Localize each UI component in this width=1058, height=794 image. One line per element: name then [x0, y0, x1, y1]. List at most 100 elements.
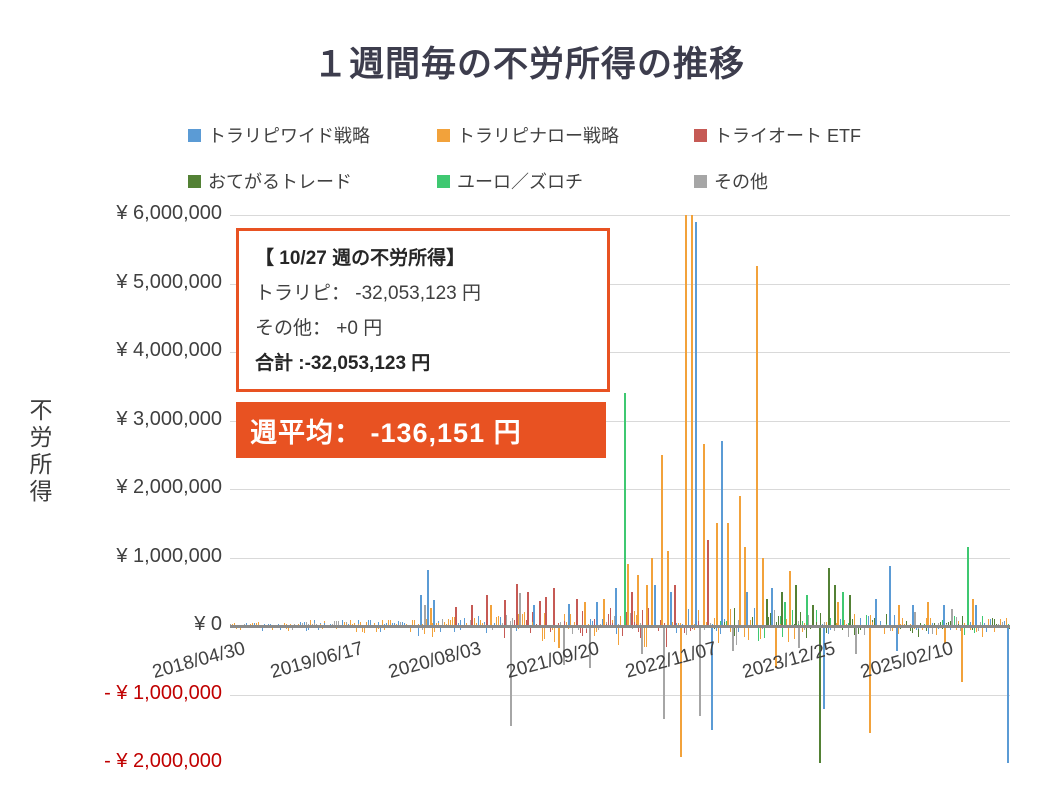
chart-bar	[645, 627, 647, 648]
chart-bar	[593, 627, 595, 636]
chart-bar	[299, 621, 301, 626]
chart-bar	[411, 620, 413, 626]
chart-bar	[239, 627, 241, 630]
chart-bar	[230, 623, 231, 626]
chart-bar	[255, 622, 257, 626]
chart-bar	[855, 627, 858, 655]
chart-bar	[367, 619, 369, 626]
chart-bar	[424, 605, 426, 626]
chart-bar	[705, 622, 707, 626]
chart-bar	[621, 627, 623, 636]
chart-bar	[971, 598, 974, 626]
chart-bar	[459, 627, 461, 630]
chart-bar	[681, 623, 683, 626]
chart-bar	[257, 621, 259, 626]
chart-bar	[995, 623, 997, 626]
chart-bar	[609, 607, 611, 626]
chart-bar	[669, 591, 672, 626]
chart-bar	[531, 622, 533, 626]
chart-bar	[323, 623, 325, 626]
legend-label: おてがるトレード	[208, 172, 352, 192]
chart-bar	[791, 609, 793, 626]
chart-bar	[769, 612, 771, 626]
chart-bar	[735, 627, 737, 645]
chart-bar	[835, 622, 837, 626]
y-tick-label: - ¥ 1,000,000	[104, 681, 222, 704]
chart-bar	[873, 617, 875, 626]
chart-bar	[685, 215, 688, 626]
chart-bar	[963, 623, 965, 626]
chart-bar	[263, 623, 265, 626]
chart-bar	[437, 622, 439, 626]
chart-bar	[957, 623, 959, 626]
chart-bar	[420, 595, 423, 626]
chart-bar	[723, 622, 725, 626]
chart-bar	[563, 613, 565, 626]
chart-bar	[544, 597, 547, 626]
chart-bar	[784, 602, 787, 626]
chart-title: １週間毎の不労所得の推移	[312, 45, 745, 84]
chart-bar	[615, 587, 618, 626]
chart-bar	[381, 620, 383, 626]
chart-bar	[503, 627, 505, 631]
chart-bar	[639, 627, 641, 639]
chart-bar	[477, 615, 479, 626]
plot-area	[230, 215, 1010, 763]
chart-bar	[673, 584, 676, 626]
chart-bar	[857, 627, 859, 634]
chart-bar	[309, 620, 311, 626]
chart-bar	[403, 623, 405, 626]
chart-bar	[737, 620, 739, 626]
chart-bar	[490, 605, 493, 626]
chart-bar	[333, 621, 335, 626]
chart-bar	[425, 618, 427, 626]
chart-bar	[690, 215, 693, 626]
chart-bar	[654, 584, 657, 626]
chart-bar	[749, 619, 751, 626]
chart-bar	[526, 591, 529, 626]
chart-bar	[643, 627, 645, 647]
chart-bar	[865, 615, 867, 626]
chart-bar	[269, 623, 271, 626]
chart-bar	[305, 622, 307, 626]
chart-bar	[521, 621, 523, 626]
chart-bar	[715, 627, 717, 632]
chart-bar	[697, 620, 699, 626]
legend-swatch-icon	[694, 128, 707, 142]
chart-bar	[549, 627, 551, 633]
chart-bar	[903, 623, 905, 626]
chart-bar	[833, 627, 835, 631]
chart-bar	[481, 622, 483, 626]
chart-bar	[659, 619, 661, 626]
chart-bar	[977, 627, 979, 632]
chart-bar	[793, 623, 795, 626]
chart-bar	[947, 621, 949, 626]
chart-bar	[961, 616, 963, 626]
chart-bar	[949, 620, 951, 626]
gridline	[230, 694, 1010, 696]
chart-bar	[739, 495, 742, 626]
chart-bar	[789, 571, 792, 626]
chart-bar	[685, 627, 687, 636]
chart-bar	[447, 619, 449, 626]
chart-bar	[533, 605, 536, 626]
chart-bar	[551, 627, 553, 630]
chart-bar	[427, 569, 430, 626]
chart-bar	[429, 622, 431, 626]
chart-legend: トラリピワイド戦略 トラリピナロー戦略 トライオート ETF おてがるトレード …	[188, 122, 924, 194]
chart-bar	[475, 622, 477, 626]
chart-bar	[869, 615, 871, 626]
y-tick-label: ¥ 1,000,000	[116, 544, 222, 567]
chart-bar	[811, 615, 813, 626]
chart-bar	[897, 627, 899, 634]
chart-bar	[729, 608, 731, 626]
chart-bar	[597, 627, 599, 630]
legend-label: ユーロ／ズロチ	[457, 172, 583, 192]
chart-bar	[571, 627, 573, 635]
chart-bar	[763, 627, 765, 639]
chart-bar	[543, 627, 545, 639]
chart-bar	[521, 613, 523, 626]
chart-bar	[931, 627, 933, 635]
chart-bar	[489, 617, 491, 626]
chart-bar	[661, 454, 664, 626]
